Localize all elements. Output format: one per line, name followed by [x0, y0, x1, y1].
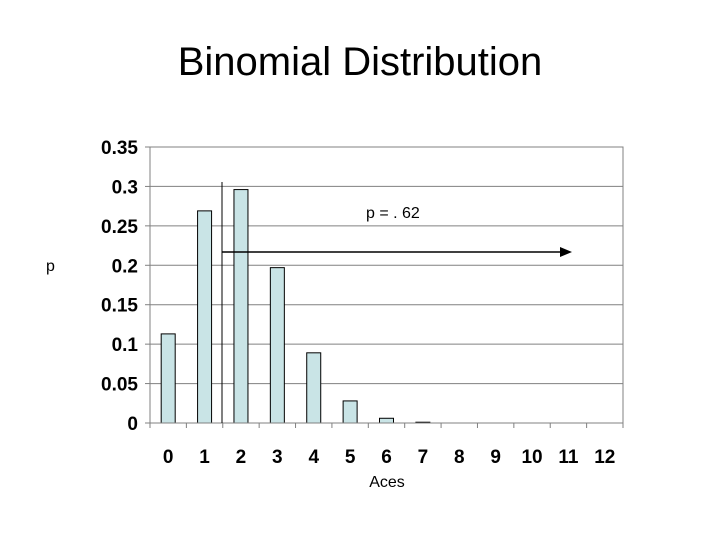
- arrow-head: [560, 247, 572, 257]
- gridlines: [150, 185, 623, 385]
- y-tick-label: 0.1: [112, 335, 139, 356]
- x-tick-label: 2: [236, 447, 247, 468]
- bar: [342, 400, 358, 424]
- bar: [379, 417, 394, 424]
- x-tick-label: 1: [199, 447, 210, 468]
- plot-area: [149, 146, 624, 424]
- bar: [306, 352, 322, 424]
- x-tick-label: 0: [163, 447, 174, 468]
- x-tick-label: 8: [454, 447, 465, 468]
- bar: [233, 189, 249, 424]
- x-tick-label: 4: [308, 447, 319, 468]
- y-tick-label: 0: [127, 414, 138, 435]
- y-tick-label: 0.3: [112, 177, 138, 198]
- y-tick-label: 0.05: [101, 375, 138, 396]
- bar: [197, 210, 213, 424]
- y-axis-label: p: [46, 258, 55, 275]
- y-tick-label: 0.25: [101, 217, 138, 238]
- x-axis-label: Aces: [369, 474, 405, 491]
- y-tick-label: 0.2: [112, 256, 138, 277]
- annotation-text: p = . 62: [366, 205, 420, 222]
- chart-title: Binomial Distribution: [177, 40, 543, 84]
- x-tick-label: 5: [345, 447, 356, 468]
- x-tick-label: 9: [490, 447, 501, 468]
- y-tick-labels: 0 0.05 0.1 0.15 0.2 0.25 0.3 0.35: [101, 138, 150, 435]
- x-tick-labels: 0 1 2 3 4 5 6 7 8 9 10 11 12: [149, 423, 624, 468]
- x-tick-label: 10: [521, 447, 542, 468]
- x-tick-label: 12: [594, 447, 615, 468]
- x-tick-label: 3: [272, 447, 283, 468]
- bar: [269, 267, 285, 424]
- x-tick-label: 6: [381, 447, 392, 468]
- bar: [160, 333, 176, 424]
- y-tick-label: 0.35: [101, 138, 138, 159]
- y-tick-label: 0.15: [101, 296, 138, 317]
- x-tick-label: 7: [418, 447, 429, 468]
- x-tick-label: 11: [558, 447, 579, 468]
